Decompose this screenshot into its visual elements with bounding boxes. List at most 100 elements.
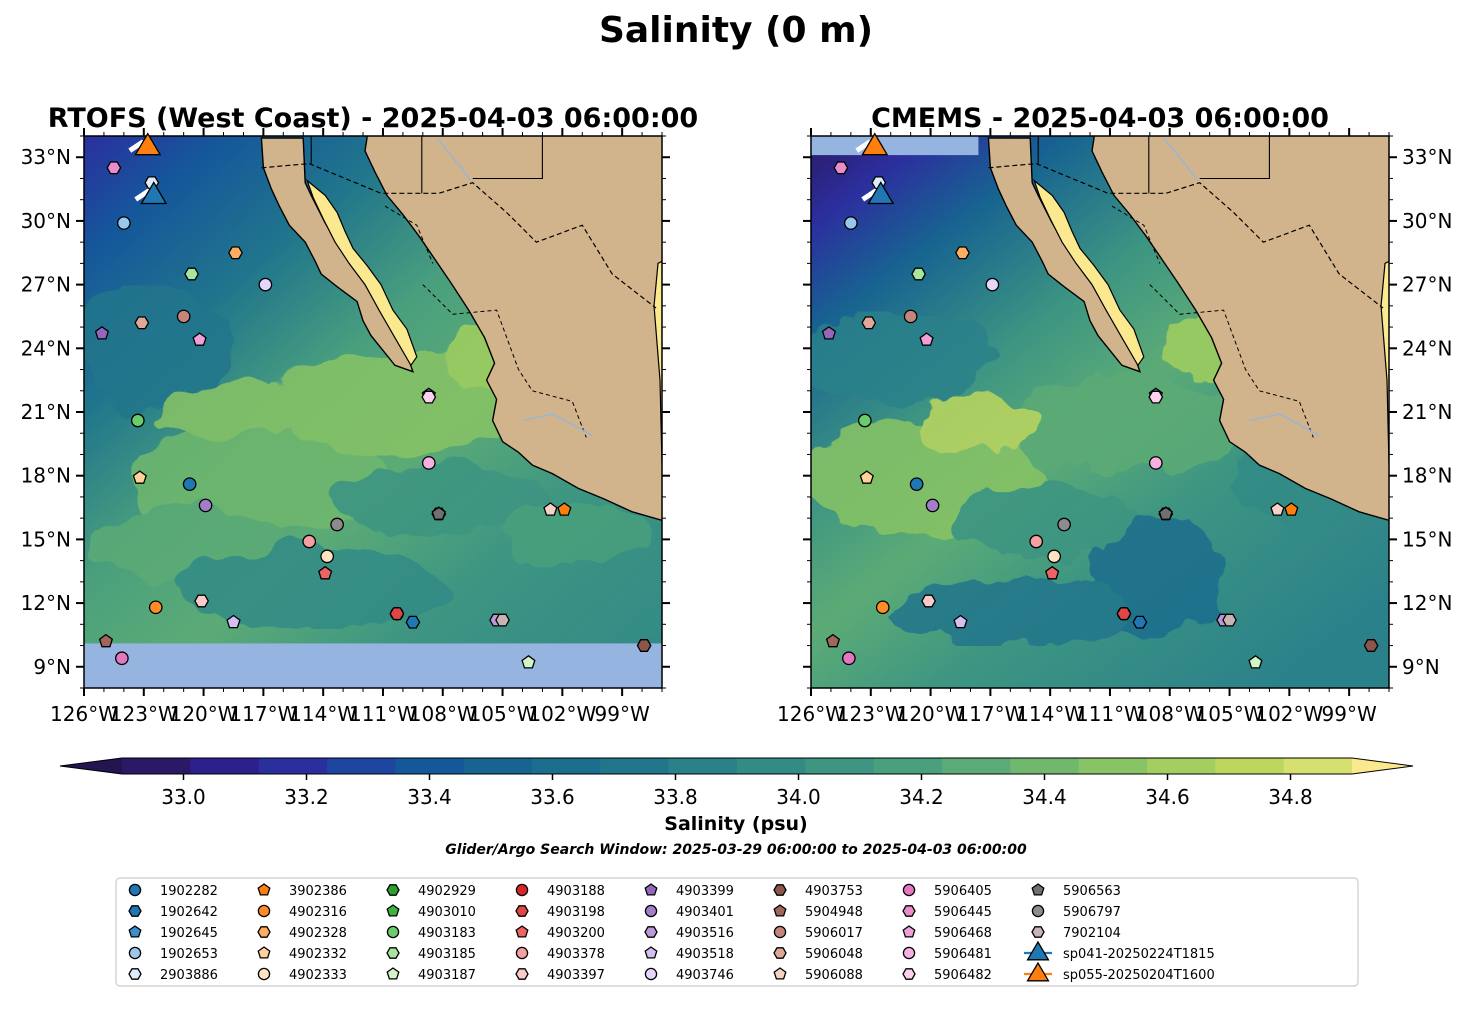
lon-tick-label: 123°W: [837, 702, 905, 726]
legend-symbol-4903516: [644, 926, 658, 938]
lat-tick-label: 12°N: [21, 591, 71, 615]
glider-marker-sp055-20250204T1600: [861, 132, 889, 156]
state-border: [1111, 205, 1161, 264]
legend-label: 4902929: [418, 884, 476, 899]
lon-tick-label: 105°W: [1196, 702, 1264, 726]
legend-label: 1902282: [160, 884, 218, 899]
platform-marker-5906481: [421, 456, 436, 470]
lon-tick-label: 120°W: [170, 702, 238, 726]
legend-label: 4903397: [547, 968, 605, 983]
gulf-of-california: [305, 178, 418, 367]
legend-symbol-5906563: [1031, 883, 1045, 896]
platform-marker-4903187: [1248, 654, 1263, 669]
lat-tick-label: 24°N: [1402, 336, 1452, 360]
lat-tick-label: 27°N: [21, 273, 71, 297]
legend-symbol-4902333: [257, 967, 271, 981]
legend-symbol-5906481: [902, 946, 916, 960]
lat-tick-label: 30°N: [1402, 209, 1452, 233]
legend-symbol-4902316: [257, 904, 271, 918]
colorbar-bin: [668, 758, 738, 774]
colorbar-tick-label: 34.4: [1022, 785, 1067, 809]
platform-marker-5906797: [1057, 517, 1071, 532]
lat-tick-label: 21°N: [1402, 400, 1452, 424]
legend-label: 5906017: [805, 926, 863, 941]
colorbar-tick-label: 34.6: [1145, 785, 1190, 809]
legend-symbol-4903183: [386, 925, 400, 939]
lat-tick-label: 9°N: [33, 655, 71, 679]
legend-label: 1902653: [160, 947, 218, 962]
legend-symbol-4903518: [644, 946, 658, 959]
lat-tick-label: 9°N: [1402, 655, 1440, 679]
lon-tick-label: 117°W: [956, 702, 1024, 726]
river: [522, 413, 593, 437]
lat-tick-label: 15°N: [21, 527, 71, 551]
platform-marker-5906482: [421, 390, 437, 404]
platform-marker-4903397: [194, 594, 210, 608]
map-panel-rtofs: RTOFS (West Coast) - 2025-04-03 06:00:00…: [21, 103, 699, 726]
platform-marker-4903518: [953, 614, 968, 629]
colorbar-tick-label: 33.8: [653, 785, 698, 809]
legend-symbol-2903886: [128, 968, 142, 980]
colorbar-bin: [1010, 758, 1080, 774]
legend-symbol-5906405: [902, 883, 916, 897]
legend-label: 4902328: [289, 926, 347, 941]
international-border: [988, 162, 1384, 309]
legend-symbol-4903378: [515, 946, 529, 960]
legend-label: 3902386: [289, 884, 347, 899]
legend-symbol-1902653: [128, 946, 142, 960]
lon-tick-label: 99°W: [1322, 702, 1377, 726]
legend-label: 4903516: [676, 926, 734, 941]
platform-marker-4902316: [875, 600, 890, 615]
platform-marker-1902642: [405, 615, 421, 629]
platform-marker-5906405: [842, 651, 856, 666]
legend-label: 4903183: [418, 926, 476, 941]
platform-marker-4903401: [925, 498, 940, 513]
legend-symbol-4903010: [386, 904, 400, 917]
legend-label: 1902645: [160, 926, 218, 941]
platform-marker-5906445: [106, 161, 122, 175]
lat-tick-label: 30°N: [21, 209, 71, 233]
lat-tick-label: 27°N: [1402, 273, 1452, 297]
no-data-band: [84, 643, 662, 688]
platform-marker-5906468: [192, 332, 207, 346]
legend-symbol-5906445: [902, 905, 916, 917]
legend-label: 4902316: [289, 905, 347, 920]
platform-marker-3902386: [1284, 502, 1299, 516]
platform-marker-4902328: [228, 246, 243, 260]
lon-tick-label: 114°W: [1016, 702, 1084, 726]
legend-label: 4903198: [547, 905, 605, 920]
lon-tick-label: 123°W: [110, 702, 178, 726]
legend-symbol-5906017: [773, 925, 787, 939]
colorbar-tick-label: 34.0: [776, 785, 821, 809]
platform-marker-1902282: [909, 477, 924, 492]
colorbar-bin: [942, 758, 1011, 774]
colorbar-tick-label: 34.8: [1268, 785, 1313, 809]
legend: 1902282 1902642 1902645 1902653 2903886 39023…: [115, 877, 1359, 987]
legend-label: 4903753: [805, 884, 863, 899]
legend-symbol-4903200: [515, 925, 529, 938]
platform-marker-5906482: [1148, 390, 1164, 404]
platform-marker-5904948: [98, 633, 114, 648]
lat-tick-label: 18°N: [1402, 464, 1452, 488]
legend-symbol-4903401: [644, 904, 658, 918]
river: [1163, 137, 1199, 182]
legend-label: 4903200: [547, 926, 605, 941]
platform-marker-5904948: [825, 633, 841, 648]
glider-marker-sp041-20250224T1815: [867, 181, 895, 205]
gulf-of-california: [1032, 178, 1145, 367]
platform-marker-4903378: [1029, 534, 1044, 549]
legend-label: 4903185: [418, 947, 476, 962]
colorbar-bin: [463, 758, 533, 774]
legend-label: 5906088: [805, 968, 863, 983]
legend-symbol-4903753: [773, 884, 787, 896]
platform-marker-4903183: [130, 413, 145, 428]
river: [1249, 413, 1320, 437]
lon-tick-label: 108°W: [409, 702, 477, 726]
legend-label: 5906481: [934, 947, 992, 962]
no-data-band: [811, 136, 979, 156]
colorbar-bin: [122, 758, 191, 774]
colorbar-bin: [1215, 758, 1285, 774]
colorbar-bin: [1283, 758, 1353, 774]
legend-symbol-5906468: [902, 925, 916, 938]
